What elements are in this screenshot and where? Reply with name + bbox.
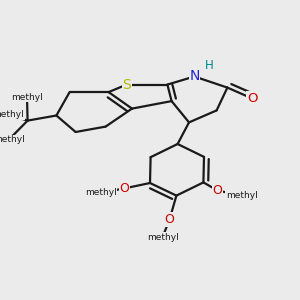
Text: N: N — [189, 70, 200, 83]
Text: O: O — [165, 213, 174, 226]
Text: methyl: methyl — [85, 188, 116, 197]
Text: H: H — [205, 58, 214, 72]
Text: S: S — [122, 78, 131, 92]
Text: methyl: methyl — [226, 191, 257, 200]
Text: O: O — [213, 184, 222, 197]
Text: O: O — [247, 92, 257, 105]
Text: methyl: methyl — [11, 93, 43, 102]
Text: methyl: methyl — [0, 110, 24, 119]
Text: O: O — [120, 182, 129, 195]
Text: methyl: methyl — [147, 232, 178, 242]
Text: methyl: methyl — [0, 135, 25, 144]
